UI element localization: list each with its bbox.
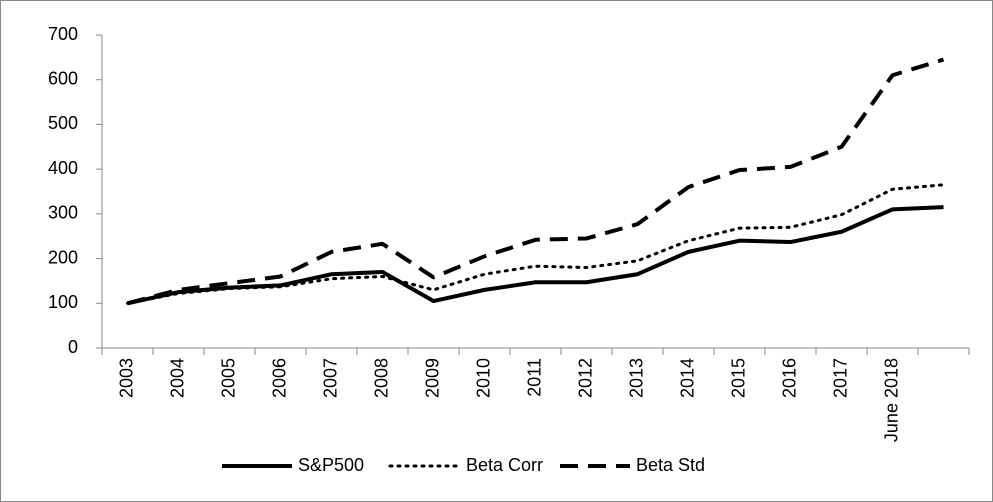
legend-label: S&P500 <box>298 455 364 475</box>
x-tick-label: 2005 <box>218 358 238 398</box>
x-tick-label: 2014 <box>677 358 697 398</box>
legend-label: Beta Std <box>636 455 705 475</box>
x-tick-label: 2017 <box>830 358 850 398</box>
x-tick-label: 2006 <box>269 358 289 398</box>
y-tick-label: 100 <box>48 292 78 312</box>
x-tick-label: 2015 <box>728 358 748 398</box>
x-tick-label: 2013 <box>626 358 646 398</box>
series-line <box>126 183 945 305</box>
legend-label: Beta Corr <box>466 455 543 475</box>
series-line <box>126 57 945 306</box>
x-tick-label: June 2018 <box>881 358 901 442</box>
y-tick-label: 0 <box>68 337 78 357</box>
y-tick-label: 400 <box>48 158 78 178</box>
y-tick-label: 600 <box>48 68 78 88</box>
y-tick-label: 500 <box>48 113 78 133</box>
y-tick-label: 300 <box>48 203 78 223</box>
x-tick-label: 2011 <box>524 358 544 397</box>
x-tick-label: 2008 <box>371 358 391 398</box>
x-tick-label: 2016 <box>779 358 799 398</box>
x-tick-label: 2003 <box>116 358 136 398</box>
y-tick-label: 200 <box>48 247 78 267</box>
x-tick-label: 2009 <box>422 358 442 398</box>
x-tick-label: 2010 <box>473 358 493 398</box>
y-tick-label: 700 <box>48 24 78 44</box>
x-tick-label: 2012 <box>575 358 595 398</box>
x-tick-label: 2004 <box>167 358 187 398</box>
x-tick-label: 2007 <box>320 358 340 398</box>
